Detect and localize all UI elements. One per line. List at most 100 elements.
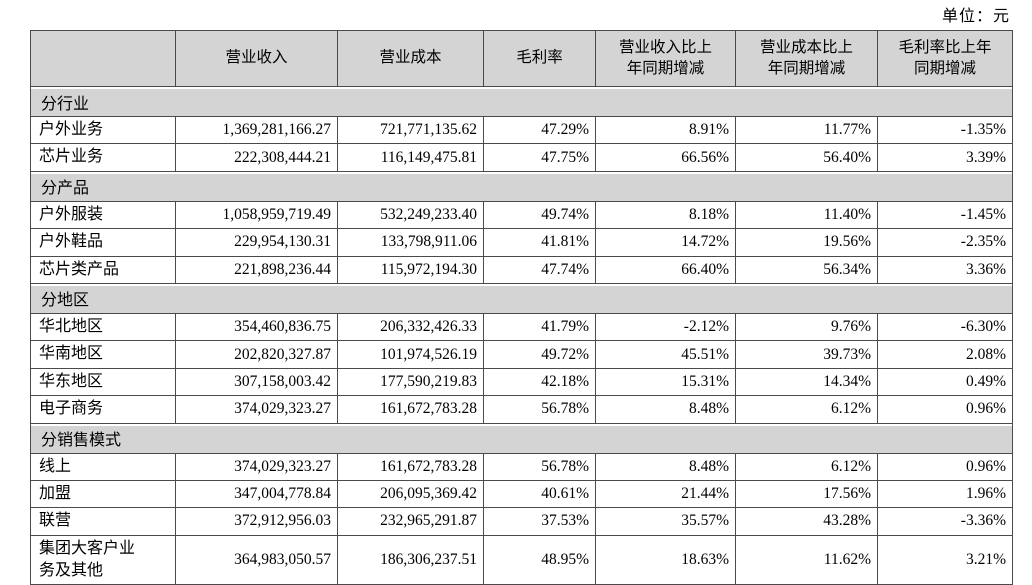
cell-value: 1,058,959,719.49 bbox=[175, 200, 338, 230]
cell-value: 186,306,237.51 bbox=[337, 534, 484, 585]
cell-value: -2.12% bbox=[595, 312, 736, 342]
cell-value: 206,332,426.33 bbox=[337, 312, 484, 342]
cell-value: 47.75% bbox=[483, 143, 596, 172]
cell-value: 40.61% bbox=[483, 479, 596, 509]
section-row: 分行业 bbox=[30, 86, 1013, 117]
data-row: 华北地区 354,460,836.75 206,332,426.33 41.79% -2… bbox=[30, 312, 1013, 342]
data-row: 华东地区 307,158,003.42 177,590,219.83 42.18% 15… bbox=[30, 367, 1013, 397]
cell-value: -6.30% bbox=[877, 312, 1013, 342]
cell-value: 19.56% bbox=[735, 228, 878, 257]
data-row: 户外服装 1,058,959,719.49 532,249,233.40 49.74%… bbox=[30, 200, 1013, 230]
cell-value: 364,983,050.57 bbox=[175, 534, 338, 585]
cell-value: -1.35% bbox=[877, 115, 1013, 145]
cell-value: 9.76% bbox=[735, 312, 878, 342]
header-cell-cost-yoy: 营业成本比上 年同期增减 bbox=[735, 30, 878, 87]
cell-value: 47.74% bbox=[483, 255, 596, 284]
cell-value: -1.45% bbox=[877, 200, 1013, 230]
cell-value: 101,974,526.19 bbox=[337, 340, 484, 369]
cell-value: 3.39% bbox=[877, 143, 1013, 172]
cell-value: 37.53% bbox=[483, 507, 596, 536]
cell-value: 8.18% bbox=[595, 200, 736, 230]
data-row: 华南地区 202,820,327.87 101,974,526.19 49.72% 45… bbox=[30, 340, 1013, 369]
cell-value: 115,972,194.30 bbox=[337, 255, 484, 284]
cell-value: 0.49% bbox=[877, 367, 1013, 397]
data-row: 户外业务 1,369,281,166.27 721,771,135.62 47.29%… bbox=[30, 115, 1013, 145]
cell-value: 41.79% bbox=[483, 312, 596, 342]
cell-value: 133,798,911.06 bbox=[337, 228, 484, 257]
row-label: 户外服装 bbox=[30, 200, 176, 230]
cell-value: 11.77% bbox=[735, 115, 878, 145]
cell-value: 11.40% bbox=[735, 200, 878, 230]
cell-value: 2.08% bbox=[877, 340, 1013, 369]
data-row: 电子商务 374,029,323.27 161,672,783.28 56.78% 8.… bbox=[30, 395, 1013, 424]
cell-value: 202,820,327.87 bbox=[175, 340, 338, 369]
cell-value: 3.21% bbox=[877, 534, 1013, 585]
section-row: 分销售模式 bbox=[30, 422, 1013, 454]
cell-value: 307,158,003.42 bbox=[175, 367, 338, 397]
header-cell-revenue: 营业收入 bbox=[175, 30, 338, 87]
cell-value: 222,308,444.21 bbox=[175, 143, 338, 172]
unit-label: 单位：元 bbox=[941, 8, 1010, 25]
row-label: 加盟 bbox=[30, 479, 176, 509]
data-row: 加盟 347,004,778.84 206,095,369.42 40.61% 21.4… bbox=[30, 479, 1013, 509]
cell-value: 221,898,236.44 bbox=[175, 255, 338, 284]
cell-value: -3.36% bbox=[877, 507, 1013, 536]
row-label: 集团大客户业 务及其他 bbox=[30, 534, 176, 585]
cell-value: 3.36% bbox=[877, 255, 1013, 284]
row-label: 电子商务 bbox=[30, 395, 176, 424]
cell-value: 374,029,323.27 bbox=[175, 452, 338, 481]
cell-value: 1.96% bbox=[877, 479, 1013, 509]
cell-value: 18.63% bbox=[595, 534, 736, 585]
cell-value: 8.48% bbox=[595, 395, 736, 424]
cell-value: 39.73% bbox=[735, 340, 878, 369]
data-row: 线上 374,029,323.27 161,672,783.28 56.78% 8.48… bbox=[30, 452, 1013, 481]
section-title: 分行业 bbox=[30, 86, 1013, 117]
cell-value: 66.40% bbox=[595, 255, 736, 284]
row-label: 芯片业务 bbox=[30, 143, 176, 172]
breakdown-table: 营业收入 营业成本 毛利率 营业收入比上 年同期增减 营业成本比上 年同期增减 … bbox=[30, 30, 1013, 585]
cell-value: 15.31% bbox=[595, 367, 736, 397]
section-row: 分地区 bbox=[30, 282, 1013, 314]
row-label: 芯片类产品 bbox=[30, 255, 176, 284]
cell-value: 116,149,475.81 bbox=[337, 143, 484, 172]
cell-value: 354,460,836.75 bbox=[175, 312, 338, 342]
cell-value: 45.51% bbox=[595, 340, 736, 369]
cell-value: 35.57% bbox=[595, 507, 736, 536]
cell-value: 374,029,323.27 bbox=[175, 395, 338, 424]
cell-value: 347,004,778.84 bbox=[175, 479, 338, 509]
cell-value: 56.78% bbox=[483, 395, 596, 424]
cell-value: 17.56% bbox=[735, 479, 878, 509]
cell-value: 232,965,291.87 bbox=[337, 507, 484, 536]
section-title: 分销售模式 bbox=[30, 422, 1013, 454]
row-label: 华东地区 bbox=[30, 367, 176, 397]
table-body: 分行业 户外业务 1,369,281,166.27 721,771,135.62 47.… bbox=[30, 86, 1013, 585]
section-title: 分地区 bbox=[30, 282, 1013, 314]
data-row: 联营 372,912,956.03 232,965,291.87 37.53% 35.5… bbox=[30, 507, 1013, 536]
cell-value: 41.81% bbox=[483, 228, 596, 257]
cell-value: 6.12% bbox=[735, 452, 878, 481]
cell-value: 42.18% bbox=[483, 367, 596, 397]
cell-value: 0.96% bbox=[877, 452, 1013, 481]
header-cell-margin-yoy: 毛利率比上年 同期增减 bbox=[877, 30, 1013, 87]
row-label: 华北地区 bbox=[30, 312, 176, 342]
cell-value: 56.40% bbox=[735, 143, 878, 172]
cell-value: 372,912,956.03 bbox=[175, 507, 338, 536]
cell-value: -2.35% bbox=[877, 228, 1013, 257]
data-row: 芯片类产品 221,898,236.44 115,972,194.30 47.74% 6… bbox=[30, 255, 1013, 284]
cell-value: 206,095,369.42 bbox=[337, 479, 484, 509]
cell-value: 8.48% bbox=[595, 452, 736, 481]
cell-value: 721,771,135.62 bbox=[337, 115, 484, 145]
row-label: 联营 bbox=[30, 507, 176, 536]
cell-value: 66.56% bbox=[595, 143, 736, 172]
cell-value: 56.34% bbox=[735, 255, 878, 284]
row-label: 线上 bbox=[30, 452, 176, 481]
row-label: 户外业务 bbox=[30, 115, 176, 145]
cell-value: 14.72% bbox=[595, 228, 736, 257]
cell-value: 1,369,281,166.27 bbox=[175, 115, 338, 145]
cell-value: 47.29% bbox=[483, 115, 596, 145]
section-row: 分产品 bbox=[30, 170, 1013, 202]
cell-value: 56.78% bbox=[483, 452, 596, 481]
row-label: 户外鞋品 bbox=[30, 228, 176, 257]
cell-value: 48.95% bbox=[483, 534, 596, 585]
